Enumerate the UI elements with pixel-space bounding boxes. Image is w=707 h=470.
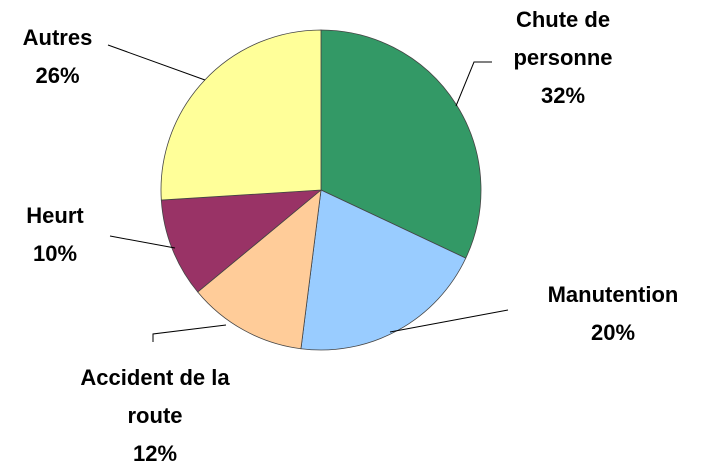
- category-name: Accident de la route: [80, 365, 230, 428]
- leader-line: [109, 235, 176, 249]
- slice-label: Heurt 10%: [0, 197, 110, 273]
- leader-line: [455, 61, 492, 107]
- category-name: Heurt: [26, 203, 84, 228]
- percent-label: 10%: [32, 241, 78, 266]
- percent-label: 20%: [590, 320, 636, 345]
- slice-label: Accident de la route 12%: [55, 359, 255, 470]
- slice-label: Manutention 20%: [508, 276, 707, 352]
- pie-slice: [197, 189, 322, 350]
- leader-line: [152, 324, 227, 342]
- category-name: Manutention: [547, 282, 679, 307]
- pie-slice: [320, 29, 482, 259]
- category-name: Autres: [22, 25, 93, 50]
- percent-label: 32%: [540, 83, 586, 108]
- percent-label: 26%: [35, 63, 80, 88]
- slice-label: Chute de personne 32%: [478, 1, 648, 115]
- percent-label: 12%: [132, 441, 178, 466]
- pie-slice: [160, 29, 322, 201]
- leader-line: [389, 309, 509, 333]
- pie-slice: [160, 189, 323, 293]
- leader-line: [107, 44, 206, 81]
- category-name: Chute de personne: [513, 7, 613, 70]
- slice-label: Autres 26%: [0, 19, 115, 95]
